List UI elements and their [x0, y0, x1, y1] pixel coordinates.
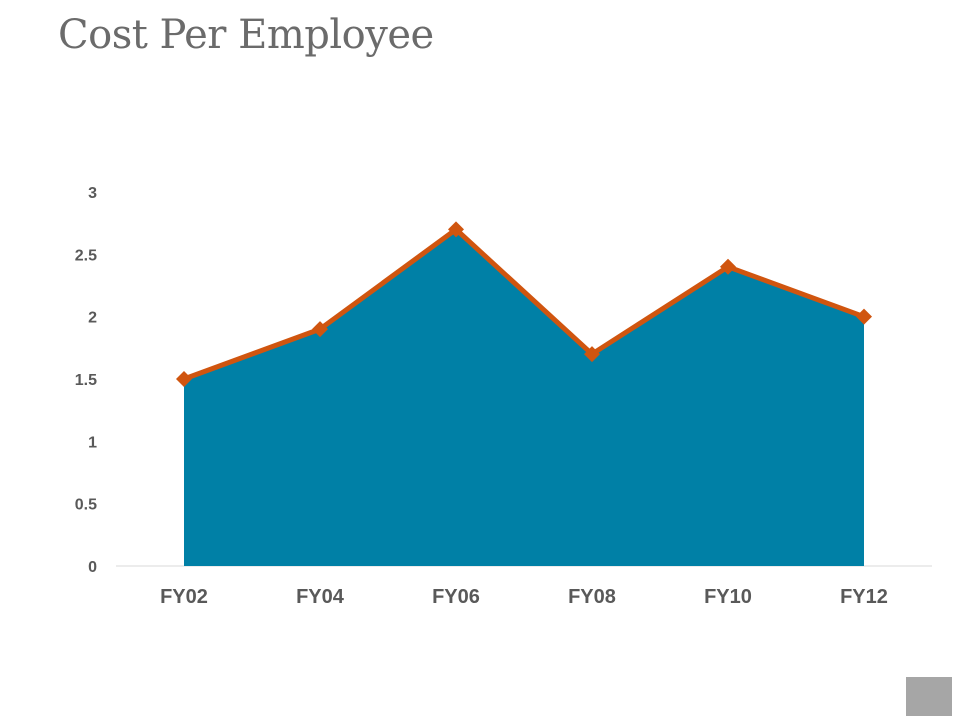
data-point-marker: [584, 346, 600, 363]
series-line: [183, 226, 865, 382]
y-tick-label: 1.5: [75, 372, 97, 389]
x-tick-label: FY12: [840, 586, 888, 608]
x-tick-label: FY06: [432, 586, 480, 608]
y-tick-label: 2: [88, 310, 97, 327]
y-tick-label: 3: [88, 185, 97, 202]
y-axis-ticks: 0 0.5 1 1.5 2 2.5 3: [75, 185, 97, 576]
data-point-marker: [720, 258, 736, 275]
x-axis-ticks: FY02 FY04 FY06 FY08 FY10 FY12: [160, 586, 888, 608]
x-tick-label: FY08: [568, 586, 616, 608]
y-tick-label: 0: [88, 559, 97, 576]
data-point-marker: [448, 221, 464, 238]
y-tick-label: 0.5: [75, 497, 97, 514]
data-point-marker: [312, 321, 328, 338]
data-point-marker: [176, 371, 192, 387]
x-tick-label: FY04: [296, 586, 345, 608]
y-tick-label: 1: [88, 434, 97, 451]
slide-number-box: [906, 677, 952, 716]
x-tick-label: FY10: [704, 586, 752, 608]
area-series-fill: [184, 229, 864, 566]
y-tick-label: 2.5: [75, 247, 97, 264]
page-title: Cost Per Employee: [58, 12, 434, 58]
x-tick-label: FY02: [160, 586, 208, 608]
series-markers: [176, 221, 872, 387]
data-point-marker: [856, 308, 872, 325]
